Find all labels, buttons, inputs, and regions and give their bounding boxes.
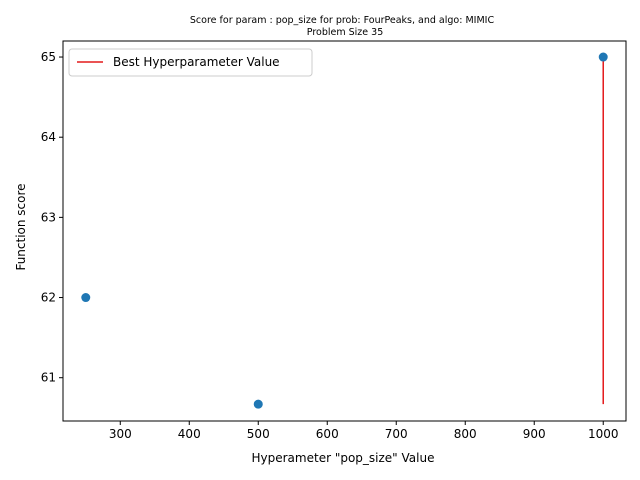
x-tick-label: 400 <box>178 427 201 441</box>
x-tick-label: 1000 <box>588 427 619 441</box>
scatter-point <box>81 293 91 303</box>
x-tick-label: 500 <box>247 427 270 441</box>
x-tick-label: 600 <box>316 427 339 441</box>
axes-frame <box>62 40 627 422</box>
x-tick-label: 700 <box>385 427 408 441</box>
chart-title-line1: Score for param : pop_size for prob: Fou… <box>190 15 495 26</box>
y-tick-label: 62 <box>41 291 56 305</box>
scatter-point <box>253 399 263 409</box>
y-tick-label: 65 <box>41 50 56 64</box>
y-tick-label: 64 <box>41 130 56 144</box>
x-axis-label: Hyperameter "pop_size" Value <box>252 451 435 465</box>
y-tick-label: 61 <box>41 371 56 385</box>
legend-box <box>68 48 313 77</box>
x-tick-label: 300 <box>109 427 132 441</box>
y-tick-label: 63 <box>41 210 56 224</box>
plot-area: 300 400 500 600 700 800 900 1000 61 62 63 64 65 Best … <box>41 40 627 441</box>
y-axis-label: Function score <box>14 183 28 270</box>
chart-title-line2: Problem Size 35 <box>307 27 383 38</box>
x-tick-label: 900 <box>523 427 546 441</box>
scatter-point <box>598 52 608 62</box>
x-tick-label: 800 <box>454 427 477 441</box>
legend-label: Best Hyperparameter Value <box>113 55 280 69</box>
